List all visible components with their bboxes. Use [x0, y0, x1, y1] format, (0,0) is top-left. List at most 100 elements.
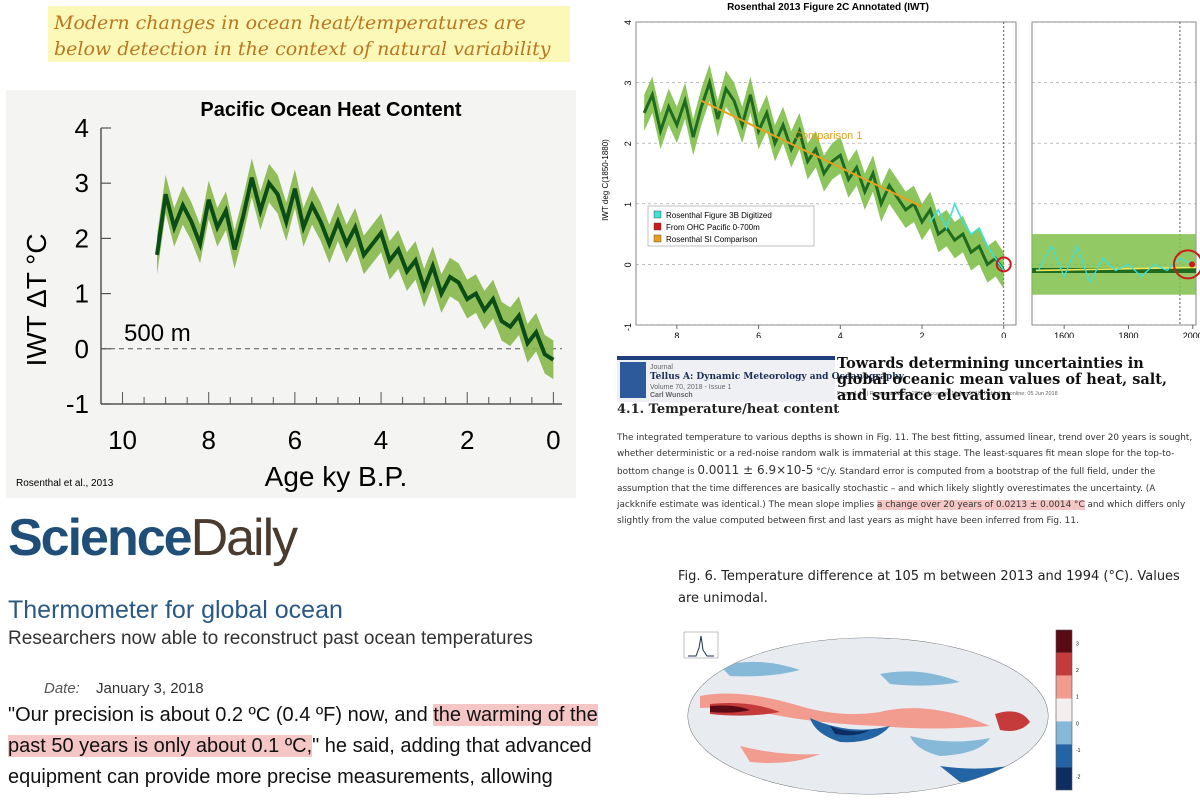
chart2-y-tick-label: -1 — [623, 323, 633, 331]
chart2-y-tick-label: 2 — [623, 141, 633, 146]
article-quote: "Our precision is about 0.2 ºC (0.4 ºF) … — [8, 700, 598, 793]
colorbar-tick-label: 2 — [1076, 668, 1079, 674]
map-colorbar: 3 2 1 0 -1 -2 — [1055, 629, 1081, 791]
body-part-a: The integrated temperature to various de… — [617, 433, 1193, 478]
journal-name[interactable]: Tellus A: Dynamic Meteorology and Oceano… — [650, 372, 904, 382]
chart2-ylabel: IWT deg C(1850-1880) — [601, 139, 610, 221]
chart2-annotation-comparison: Comparison 1 — [794, 130, 862, 142]
chart1-x-tick-label: 10 — [108, 425, 137, 455]
chart2-inset-x-tick-label: 1800 — [1118, 331, 1138, 338]
legend-swatch-si — [653, 234, 662, 243]
legend-label-ohc: From OHC Pacific 0-700m — [666, 223, 760, 232]
colorbar-segment — [1056, 698, 1072, 722]
chart2-comparison-line — [700, 99, 923, 208]
fig6-caption: Fig. 6. Temperature difference at 105 m … — [678, 569, 1180, 606]
paper-author[interactable]: Carl Wunsch — [650, 392, 693, 399]
pacific-ohc-chart-panel: Pacific Ocean Heat Content IWT ΔT °C Age… — [6, 90, 576, 498]
chart1-y-tick-label: 0 — [75, 334, 89, 364]
chart2-x-tick-label: 8 — [674, 331, 679, 338]
journal-small-label: Journal — [650, 364, 673, 371]
chart1-y-tick-label: 2 — [75, 223, 89, 253]
histogram-curve — [688, 635, 714, 657]
chart2-inset-band — [1032, 234, 1196, 295]
sciencedaily-logo[interactable]: ScienceDaily — [8, 508, 299, 568]
journal-volume[interactable]: Volume 70, 2018 - Issue 1 — [650, 384, 732, 391]
chart2-inset-digitized-line — [1037, 244, 1194, 285]
chart2-title: Rosenthal 2013 Figure 2C Annotated (IWT) — [727, 2, 929, 13]
body-part-b: . Standard error is computed from a boot… — [617, 467, 1156, 510]
temperature-difference-map-panel: 3 2 1 0 -1 -2 — [680, 626, 1100, 798]
legend-label-digitized: Rosenthal Figure 3B Digitized — [666, 211, 772, 220]
colorbar-segment — [1056, 721, 1072, 745]
colorbar-segment — [1056, 767, 1072, 790]
chart2-y-tick-label: 1 — [623, 202, 633, 207]
colorbar-segment — [1056, 652, 1072, 676]
chart1-x-tick-label: 6 — [288, 425, 302, 455]
rosenthal-annotated-chart-panel: Rosenthal 2013 Figure 2C Annotated (IWT)… — [600, 0, 1200, 341]
chart2-y-tick-label: 4 — [623, 20, 633, 25]
rosenthal-annotated-chart: Rosenthal 2013 Figure 2C Annotated (IWT)… — [601, 2, 1200, 341]
chart1-x-tick-label: 4 — [374, 425, 388, 455]
section-heading: 4.1. Temperature/heat content — [617, 402, 840, 417]
journal-header — [617, 356, 835, 402]
map-field — [688, 638, 1048, 794]
banner-line-1: Modern changes in ocean heat/temperature… — [54, 12, 526, 34]
logo-part-daily: Daily — [190, 509, 299, 567]
chart2-x-tick-label: 2 — [920, 331, 925, 338]
pacific-ohc-chart: Pacific Ocean Heat Content IWT ΔT °C Age… — [16, 99, 562, 492]
chart1-credit: Rosenthal et al., 2013 — [16, 478, 114, 489]
chart1-ohc-line — [155, 177, 555, 362]
chart1-title: Pacific Ocean Heat Content — [200, 99, 462, 121]
chart1-ylabel: IWT ΔT °C — [21, 233, 52, 366]
chart2-x-tick-label: 6 — [756, 331, 761, 338]
chart2-y-tick-label: 0 — [623, 262, 633, 267]
chart1-y-tick-label: 3 — [75, 168, 89, 198]
colorbar-segment — [1056, 630, 1072, 653]
legend-label-si: Rosenthal SI Comparison — [666, 235, 757, 244]
paper-title: Towards determining uncertainties in glo… — [837, 355, 1168, 404]
chart1-x-tick-label: 2 — [460, 425, 474, 455]
chart2-legend: Rosenthal Figure 3B Digitized From OHC P… — [647, 205, 815, 247]
chart1-x-tick-label: 8 — [201, 425, 215, 455]
colorbar-tick-label: -2 — [1076, 775, 1081, 781]
colorbar-tick-label: 0 — [1076, 721, 1079, 727]
colorbar-segment — [1056, 675, 1072, 699]
chart1-y-tick-label: 1 — [75, 279, 89, 309]
body-slope: 0.0011 ± 6.9×10-5 — [697, 463, 814, 478]
body-unit: °C/y — [813, 467, 834, 478]
article-date: January 3, 2018 — [96, 680, 204, 697]
chart2-ohc-marker — [995, 256, 1012, 273]
legend-swatch-ohc — [653, 222, 662, 231]
journal-cover-image — [620, 362, 646, 398]
chart2-main-line — [642, 77, 1005, 272]
colorbar-segment — [1056, 744, 1072, 768]
legend-swatch-digitized — [653, 210, 662, 219]
quote-part-a: "Our precision is about 0.2 ºC (0.4 ºF) … — [8, 704, 434, 726]
colorbar-tick-label: 1 — [1076, 695, 1079, 701]
body-part-c: and which differs only slightly from the… — [617, 499, 1186, 527]
colorbar-tick-label: -1 — [1076, 748, 1081, 754]
chart1-y-tick-label: -1 — [66, 389, 89, 419]
chart2-inset-ohc-dot — [1189, 261, 1195, 268]
date-label: Date: — [44, 680, 80, 697]
paper-meta: Pages 1-14 | Received 20 Oct 2017, Accep… — [837, 391, 1058, 397]
body-highlight: a change over 20 years of 0.0213 ± 0.001… — [876, 499, 1085, 510]
chart1-xlabel: Age ky B.P. — [265, 461, 408, 492]
colorbar-frame — [1055, 629, 1073, 791]
chart2-uncertainty-band — [644, 64, 1004, 289]
chart2-digitized-line — [929, 201, 1005, 271]
chart2-inset-ohc-marker — [1172, 249, 1200, 280]
chart2-inset-x-tick-label: 1600 — [1054, 331, 1074, 338]
logo-part-science: Science — [8, 509, 193, 567]
quote-part-b: " he said, adding that advanced equipmen… — [8, 735, 592, 788]
chart2-y-tick-label: 3 — [623, 81, 633, 86]
paper-body: The integrated temperature to various de… — [617, 430, 1197, 529]
banner-line-2: below detection in the context of natura… — [54, 38, 551, 60]
chart2-x-tick-label: 4 — [838, 331, 843, 338]
chart1-y-tick-label: 4 — [75, 113, 89, 143]
chart2-inset-x-tick-label: 2000 — [1183, 331, 1200, 338]
chart1-uncertainty-band — [157, 158, 554, 380]
article-subhead: Researchers now able to reconstruct past… — [8, 628, 533, 649]
article-headline[interactable]: Thermometer for global ocean — [8, 596, 343, 624]
chart1-annotation-500m: 500 m — [124, 320, 191, 347]
